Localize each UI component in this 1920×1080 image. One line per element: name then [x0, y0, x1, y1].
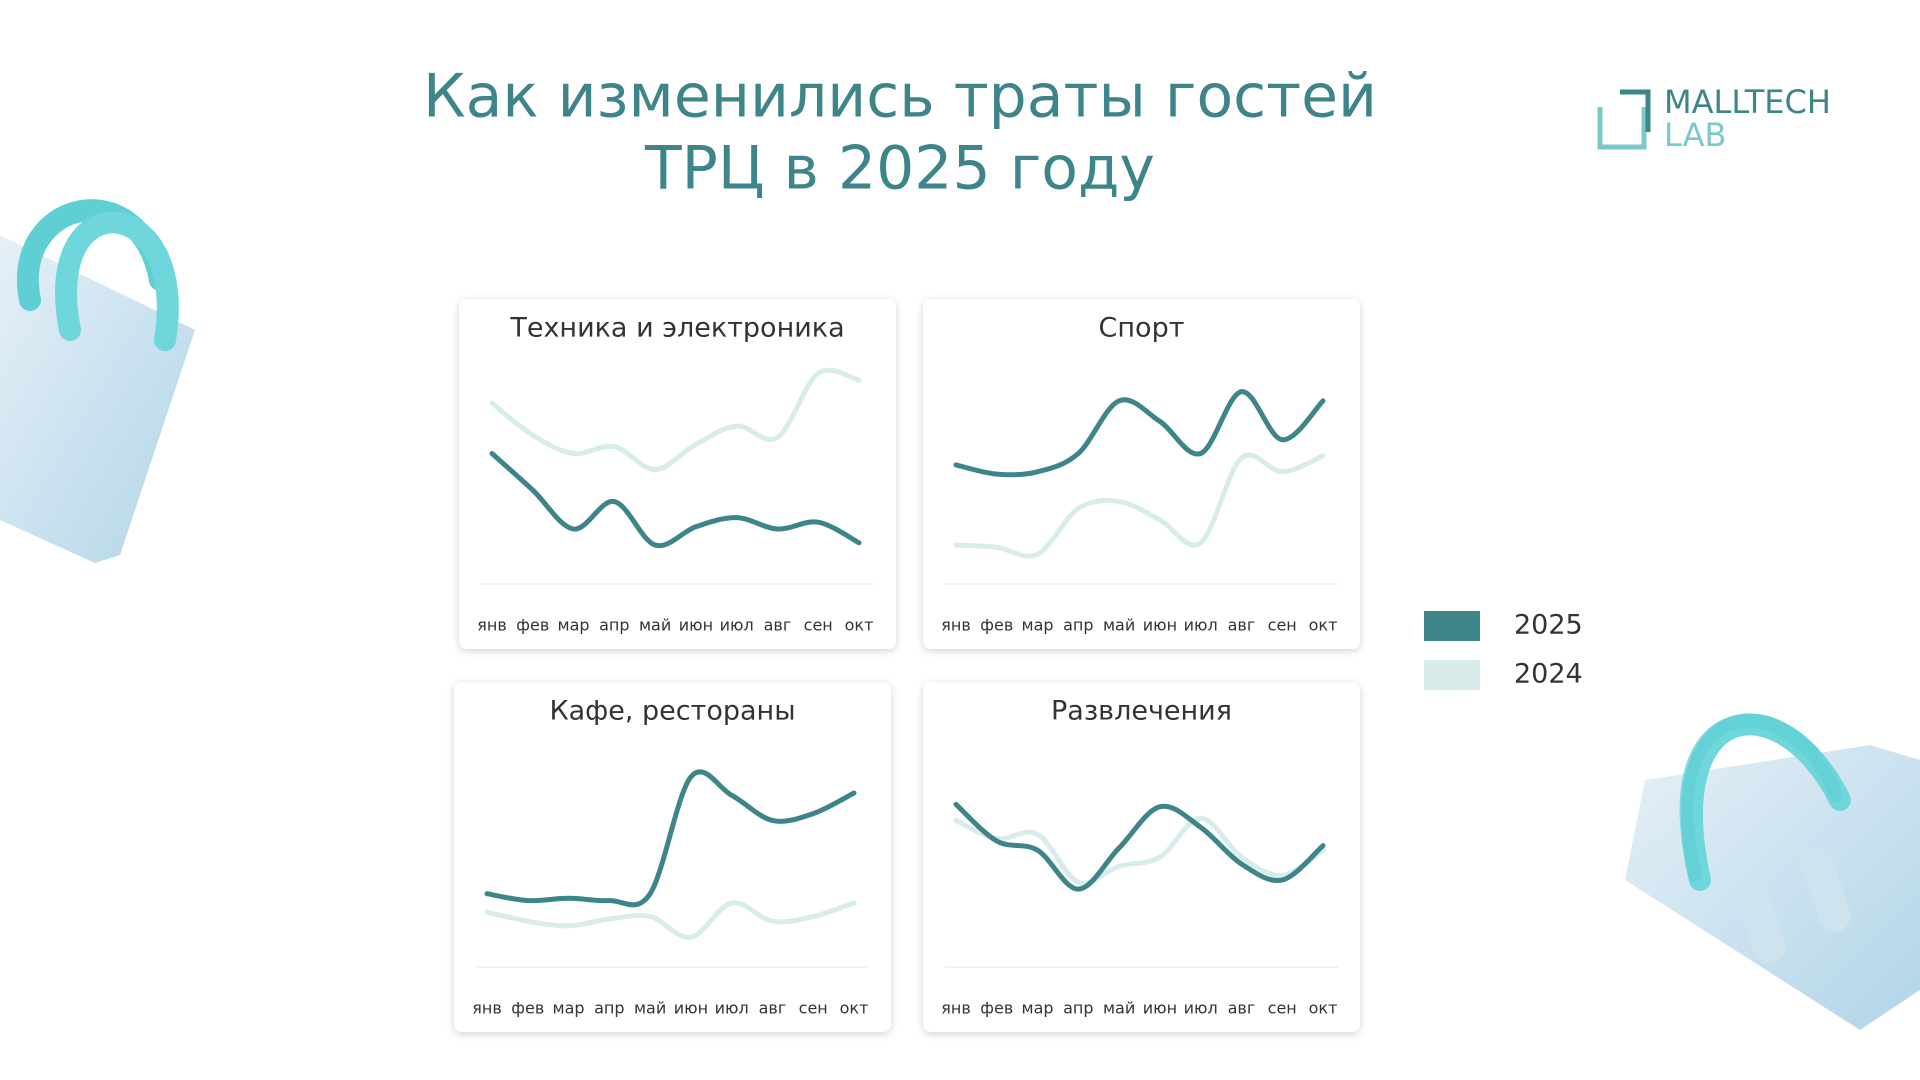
series-line	[484, 900, 857, 940]
chart-title: Кафе, рестораны	[549, 696, 795, 727]
card-background	[923, 682, 1360, 1032]
x-tick-label: июл	[715, 999, 749, 1018]
x-tick-label: май	[1103, 616, 1135, 635]
x-tick-label: фев	[980, 616, 1013, 635]
x-tick-label: янв	[477, 616, 507, 635]
x-tick-label: мар	[1022, 999, 1054, 1018]
x-tick-label: апр	[1063, 616, 1093, 635]
x-tick-label: мар	[1022, 616, 1054, 635]
chart-title: Техника и электроника	[509, 313, 844, 344]
series-line	[953, 801, 1326, 892]
x-tick-label: июн	[679, 616, 713, 635]
x-tick-label: янв	[472, 999, 502, 1018]
legend-label: 2025	[1514, 610, 1583, 641]
bag-decoration-left	[0, 199, 195, 563]
x-tick-label: июл	[1184, 999, 1218, 1018]
legend-swatch	[1424, 660, 1480, 690]
logo-text: LAB	[1664, 116, 1726, 154]
chart-card: Развлечения янв фев мар апр май июн июл авг сен ок…	[923, 682, 1360, 1032]
series-line	[489, 450, 862, 549]
title-line: ТРЦ в 2025 году	[644, 134, 1155, 204]
x-tick-label: мар	[553, 999, 585, 1018]
bag-decoration-right	[1625, 713, 1920, 1030]
logo: MALLTECH LAB	[1597, 83, 1831, 154]
x-tick-label: окт	[845, 616, 874, 635]
card-background	[459, 299, 896, 649]
x-tick-label: окт	[1309, 616, 1338, 635]
x-tick-label: июн	[1143, 616, 1177, 635]
chart-card: Кафе, рестораны янв фев мар апр май июн июл авг с…	[454, 682, 891, 1032]
title-line: Как изменились траты гостей	[423, 62, 1377, 132]
x-tick-label: сен	[804, 616, 833, 635]
chart-title: Развлечения	[1051, 696, 1232, 727]
x-tick-label: окт	[1309, 999, 1338, 1018]
x-tick-label: май	[639, 616, 671, 635]
x-tick-label: сен	[1268, 999, 1297, 1018]
x-tick-label: авг	[759, 999, 787, 1018]
card-background	[454, 682, 891, 1032]
series-line	[953, 452, 1326, 559]
logo-text: MALLTECH	[1664, 83, 1831, 121]
x-tick-label: окт	[840, 999, 869, 1018]
x-tick-label: фев	[516, 616, 549, 635]
x-tick-label: июн	[674, 999, 708, 1018]
x-tick-label: авг	[764, 616, 792, 635]
chart-card: Техника и электроника янв фев мар апр май июн и…	[459, 299, 896, 649]
x-tick-label: июн	[1143, 999, 1177, 1018]
x-tick-label: фев	[511, 999, 544, 1018]
x-tick-label: июл	[1184, 616, 1218, 635]
x-tick-label: апр	[1063, 999, 1093, 1018]
x-tick-label: сен	[1268, 616, 1297, 635]
chart-title: Спорт	[1099, 313, 1185, 344]
x-tick-label: янв	[941, 999, 971, 1018]
chart-card: Спорт янв фев мар апр май июн июл авг сен окт	[923, 299, 1360, 649]
x-tick-label: май	[1103, 999, 1135, 1018]
series-line	[953, 815, 1326, 886]
legend-swatch	[1424, 611, 1480, 641]
card-background	[923, 299, 1360, 649]
x-tick-label: мар	[558, 616, 590, 635]
x-tick-label: май	[634, 999, 666, 1018]
x-tick-label: фев	[980, 999, 1013, 1018]
series-line	[484, 769, 857, 908]
x-tick-label: авг	[1228, 616, 1256, 635]
x-tick-label: янв	[941, 616, 971, 635]
legend-label: 2024	[1514, 659, 1583, 690]
series-line	[953, 389, 1326, 478]
x-tick-label: июл	[720, 616, 754, 635]
x-tick-label: сен	[799, 999, 828, 1018]
series-line	[489, 367, 862, 473]
x-tick-label: авг	[1228, 999, 1256, 1018]
x-tick-label: апр	[599, 616, 629, 635]
x-tick-label: апр	[594, 999, 624, 1018]
